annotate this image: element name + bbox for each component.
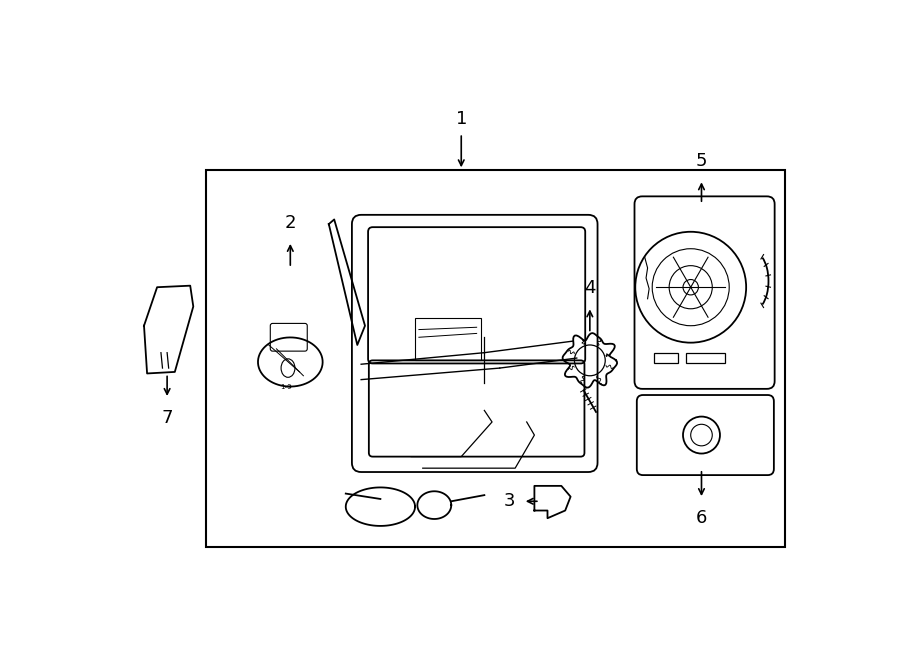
Bar xyxy=(686,353,724,364)
Text: 4: 4 xyxy=(584,279,596,297)
Text: 7: 7 xyxy=(161,409,173,427)
Bar xyxy=(653,353,679,364)
Text: 2: 2 xyxy=(284,214,296,232)
Text: 6: 6 xyxy=(696,509,707,527)
Bar xyxy=(205,170,785,547)
Text: 3: 3 xyxy=(504,492,515,510)
Text: 5: 5 xyxy=(696,152,707,170)
Bar xyxy=(415,318,481,360)
Text: 1-0: 1-0 xyxy=(280,384,292,390)
Text: 1: 1 xyxy=(455,110,467,128)
